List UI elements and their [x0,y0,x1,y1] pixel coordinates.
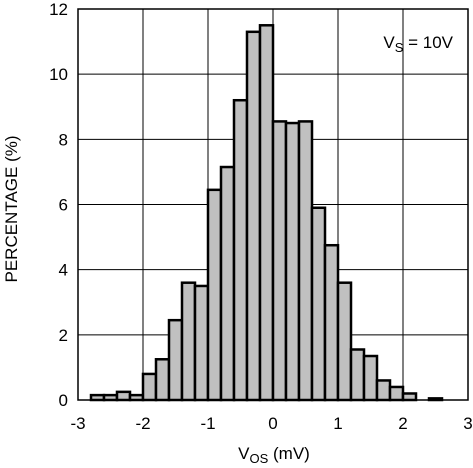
histogram-bar-8 [193,284,210,402]
histogram-bar-17 [310,206,327,402]
histogram-bar-19 [336,281,353,402]
x-tick-label-6: 3 [463,414,472,433]
annotation-subscript: S [395,40,404,55]
x-tick-label-3: 0 [268,414,277,433]
y-tick-label-6: 12 [49,0,68,19]
x-tick-label-2: -1 [200,414,215,433]
x-tick-label-1: -2 [135,414,150,433]
y-tick-labels: 0 2 4 6 8 10 12 [49,0,68,410]
x-axis-title: VOS (mV) [238,444,310,466]
y-tick-label-2: 4 [59,261,68,280]
histogram-bar-4 [141,372,158,402]
histogram-bar-11 [232,98,249,402]
histogram-bar-23 [388,385,405,402]
histogram-bars [89,24,444,402]
x-tick-label-0: -3 [70,414,85,433]
y-tick-label-3: 6 [59,196,68,215]
x-axis-title-rest: (mV) [268,444,310,463]
histogram-bar-18 [323,243,340,402]
x-tick-label-4: 1 [333,414,342,433]
histogram-bar-14 [271,120,288,402]
y-axis-title: PERCENTAGE (%) [2,135,21,282]
histogram-bar-22 [375,379,392,402]
histogram-bar-24 [401,392,418,402]
histogram-bar-5 [154,358,171,402]
histogram-bar-6 [167,318,184,402]
x-axis-title-subscript: OS [250,451,269,466]
plot-frame [77,8,469,401]
histogram-bar-10 [219,165,236,402]
histogram-bar-21 [362,354,379,402]
y-tick-label-0: 0 [59,391,68,410]
histogram-bar-12 [245,30,262,402]
annotation-main: V [383,33,395,52]
y-tick-label-5: 10 [49,65,68,84]
x-tick-labels: -3 -2 -1 0 1 2 3 [70,414,472,433]
supply-voltage-annotation: VS = 10V [383,33,453,55]
histogram-bar-9 [206,188,223,402]
y-tick-label-4: 8 [59,130,68,149]
histogram-bar-16 [297,120,314,402]
y-tick-label-1: 2 [59,326,68,345]
histogram-bar-15 [284,121,301,402]
histogram-bar-20 [349,348,366,402]
annotation-rest: = 10V [403,33,453,52]
x-axis-title-main: V [238,444,250,463]
histogram-bar-2 [115,390,132,402]
histogram-bar-13 [258,24,275,402]
x-tick-label-5: 2 [398,414,407,433]
histogram-bar-7 [180,281,197,402]
